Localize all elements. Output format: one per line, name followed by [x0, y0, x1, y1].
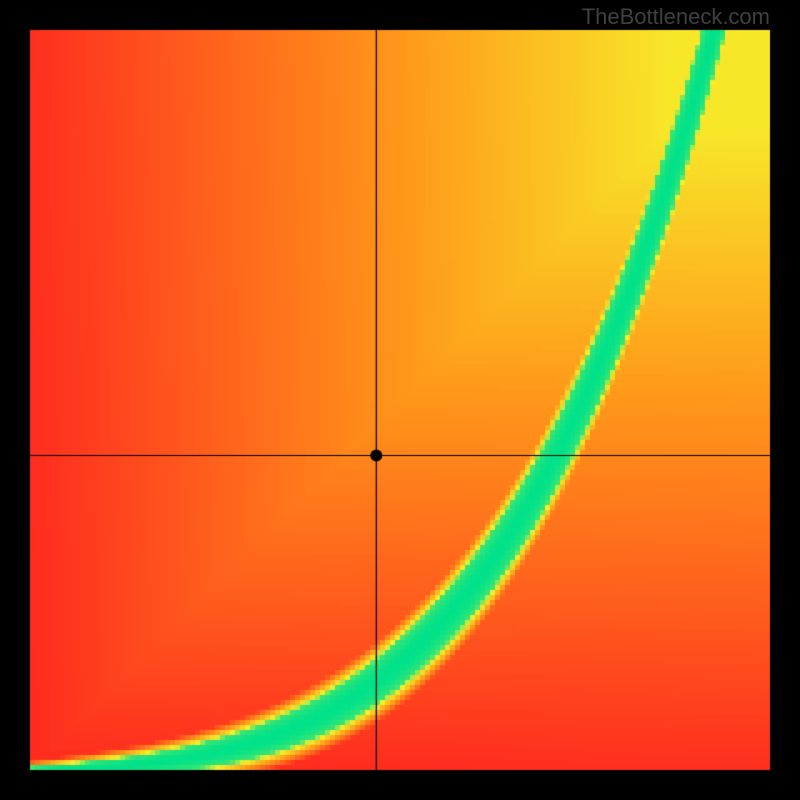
chart-container: TheBottleneck.com — [0, 0, 800, 800]
bottleneck-heatmap — [0, 0, 800, 800]
watermark-text: TheBottleneck.com — [582, 4, 770, 30]
